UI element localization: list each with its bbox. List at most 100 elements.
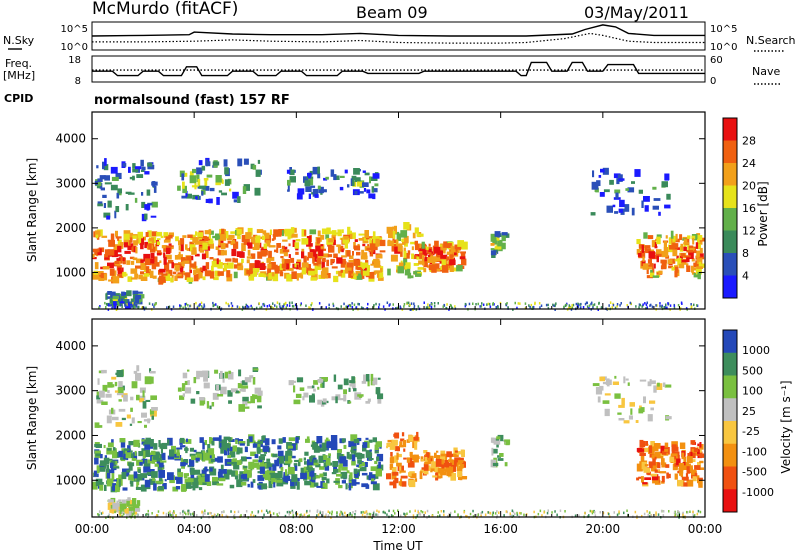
velocity-echo-cell: [193, 449, 197, 453]
power-echo-cell: [196, 174, 200, 182]
velocity-echo-cell: [496, 436, 501, 440]
power-echo-cell: [503, 233, 510, 238]
velocity-echo-cell: [179, 512, 182, 515]
power-echo-cell: [112, 276, 120, 284]
power-echo-cell: [459, 256, 466, 260]
power-echo-cell: [300, 302, 302, 305]
power-echo-cell: [683, 239, 688, 245]
power-echo-cell: [357, 191, 364, 194]
power-echo-cell: [283, 259, 291, 266]
power-echo-cell: [654, 245, 658, 249]
power-echo-cell: [104, 158, 107, 166]
velocity-echo-cell: [123, 468, 130, 476]
velocity-echo-cell: [133, 439, 140, 447]
power-echo-cell: [653, 198, 661, 201]
velocity-echo-cell: [303, 392, 309, 398]
velocity-echo-cell: [650, 514, 652, 517]
velocity-echo-cell: [167, 455, 175, 460]
velocity-echo-cell: [172, 486, 179, 492]
velocity-echo-cell: [371, 478, 375, 484]
velocity-echo-cell: [108, 499, 114, 503]
power-echo-cell: [150, 258, 155, 264]
power-echo-cell: [398, 262, 404, 270]
power-echo-cell: [371, 186, 375, 193]
power-echo-cell: [306, 256, 309, 261]
velocity-echo-cell: [131, 458, 137, 461]
power-echo-cell: [320, 271, 327, 279]
velocity-echo-cell: [340, 398, 346, 401]
velocity-echo-cell: [283, 475, 291, 481]
power-colorbar-segment: [723, 253, 737, 276]
power-echo-cell: [647, 235, 654, 240]
velocity-echo-cell: [300, 467, 306, 473]
power-echo-cell: [272, 273, 279, 282]
power-echo-cell: [215, 303, 217, 306]
velocity-echo-cell: [122, 509, 124, 513]
velocity-echo-cell: [291, 455, 296, 459]
power-echo-cell: [268, 304, 271, 307]
velocity-echo-cell: [646, 510, 648, 513]
velocity-echo-cell: [209, 467, 213, 472]
power-echo-cell: [434, 240, 439, 248]
power-echo-cell: [256, 229, 264, 233]
power-panel-frame: [91, 111, 706, 310]
power-echo-cell: [172, 271, 177, 275]
velocity-echo-cell: [616, 513, 619, 517]
power-echo-cell: [642, 256, 645, 262]
velocity-echo-cell: [144, 479, 151, 488]
power-echo-cell: [368, 236, 375, 239]
velocity-echo-cell: [461, 476, 467, 480]
power-echo-cell: [449, 264, 454, 272]
velocity-echo-cell: [655, 511, 657, 514]
power-echo-cell: [626, 304, 628, 307]
power-echo-cell: [144, 171, 150, 175]
power-echo-cell: [312, 256, 315, 264]
power-echo-cell: [281, 305, 284, 308]
power-echo-cell: [227, 240, 231, 244]
power-echo-cell: [343, 236, 349, 240]
velocity-echo-cell: [94, 442, 100, 444]
power-echo-cell: [317, 263, 321, 267]
power-echo-cell: [260, 271, 267, 275]
velocity-ytick-label: 1000: [55, 473, 86, 487]
power-echo-cell: [440, 254, 448, 259]
velocity-echo-cell: [307, 385, 314, 389]
velocity-echo-cell: [316, 510, 319, 513]
velocity-echo-cell: [275, 479, 283, 483]
power-echo-cell: [209, 271, 215, 279]
velocity-echo-cell: [685, 473, 689, 477]
power-echo-cell: [355, 270, 361, 274]
velocity-echo-cell: [648, 511, 651, 514]
power-echo-cell: [328, 303, 330, 307]
velocity-colorbar-segment: [723, 443, 737, 467]
time-tick-label: 00:00: [688, 522, 723, 536]
velocity-echo-cell: [678, 511, 680, 514]
power-echo-cell: [618, 178, 625, 181]
velocity-echo-cell: [496, 514, 498, 517]
velocity-echo-cell: [424, 461, 431, 465]
power-echo-cell: [299, 303, 302, 307]
velocity-echo-cell: [578, 514, 580, 517]
velocity-echo-cell: [654, 469, 660, 473]
power-echo-cell: [363, 188, 367, 192]
power-echo-cell: [613, 173, 621, 179]
power-echo-cell: [577, 302, 579, 306]
power-echo-cell: [219, 228, 223, 234]
power-echo-cell: [672, 249, 678, 257]
velocity-echo-cell: [120, 456, 126, 460]
velocity-echo-cell: [254, 387, 262, 394]
power-echo-cell: [147, 162, 153, 167]
velocity-echo-cell: [398, 481, 402, 486]
velocity-echo-cell: [277, 515, 279, 518]
power-echo-cell: [301, 229, 307, 237]
velocity-echo-cell: [349, 472, 353, 480]
power-echo-cell: [204, 250, 209, 259]
power-echo-cell: [638, 244, 644, 249]
power-echo-cell: [318, 249, 324, 256]
velocity-echo-cell: [112, 416, 119, 421]
power-echo-cell: [328, 245, 335, 253]
velocity-echo-cell: [394, 446, 400, 452]
velocity-echo-cell: [302, 396, 305, 401]
power-echo-cell: [356, 181, 363, 187]
velocity-echo-cell: [253, 368, 259, 371]
